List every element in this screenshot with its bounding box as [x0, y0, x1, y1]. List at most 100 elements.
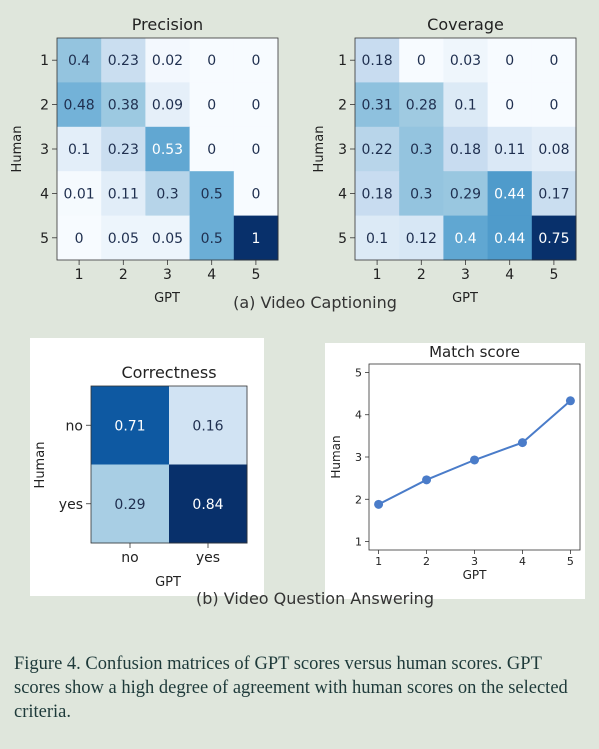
y-tick-label: 2: [40, 98, 49, 114]
x-axis-label: GPT: [155, 575, 181, 590]
cell-value-label: 0.1: [454, 98, 476, 114]
x-tick-label: no: [121, 550, 138, 566]
heatmap-cell: [443, 126, 489, 172]
heatmap-cell: [233, 215, 279, 261]
y-axis-label: Human: [33, 442, 48, 489]
heatmap-cell: [355, 126, 400, 172]
heatmap-cell: [399, 215, 444, 261]
heatmap-cell: [355, 171, 400, 217]
cell-value-label: 0: [549, 53, 558, 69]
heatmap-cell: [355, 38, 400, 83]
cell-value-label: 0.03: [450, 53, 481, 69]
cell-value-label: 1: [251, 231, 260, 247]
data-point: [517, 438, 527, 448]
heatmap-cell: [531, 126, 577, 172]
chart-title: Correctness: [121, 363, 216, 382]
y-tick-label: no: [66, 418, 83, 434]
y-axis-label: Human: [312, 126, 327, 173]
heatmap-cell: [145, 38, 191, 83]
heatmap-cell: [91, 386, 170, 465]
cell-value-label: 0.3: [410, 142, 432, 158]
heatmap-cell: [233, 38, 279, 83]
y-tick-label: 3: [40, 142, 49, 158]
cell-value-label: 0.4: [454, 231, 476, 247]
x-tick-label: yes: [196, 550, 220, 566]
cell-value-label: 0.44: [494, 186, 525, 202]
y-tick-label: 1: [355, 536, 362, 549]
cell-value-label: 0: [207, 142, 216, 158]
x-tick-label: 4: [505, 267, 514, 283]
cell-value-label: 0.48: [64, 98, 95, 114]
cell-value-label: 0.84: [192, 497, 223, 513]
cell-value-label: 0.18: [362, 53, 393, 69]
heatmap-cell: [57, 82, 102, 128]
heatmap-cell: [531, 82, 577, 128]
heatmap-cell: [531, 215, 577, 261]
chart-title: Coverage: [427, 15, 504, 34]
y-tick-label: 1: [40, 53, 49, 69]
y-tick-label: 2: [355, 493, 362, 506]
heatmap-cell: [57, 38, 102, 83]
cell-value-label: 0.05: [152, 231, 183, 247]
x-axis-label: GPT: [452, 291, 478, 306]
heatmap-cell: [487, 126, 533, 172]
cell-value-label: 0.23: [108, 142, 139, 158]
heatmap-cell: [101, 82, 146, 128]
heatmap-cell: [91, 464, 170, 544]
cell-value-label: 0: [251, 142, 260, 158]
cell-value-label: 0: [207, 53, 216, 69]
heatmap-cell: [169, 464, 248, 544]
y-tick-label: 3: [338, 142, 347, 158]
y-tick-label: 4: [338, 186, 347, 202]
x-tick-label: 3: [461, 267, 470, 283]
heatmap-cell: [57, 215, 102, 261]
heatmap-cell: [487, 215, 533, 261]
heatmap-cell: [487, 38, 533, 83]
y-tick-label: yes: [59, 497, 83, 513]
chart-title: Precision: [132, 15, 203, 34]
cell-value-label: 0.11: [494, 142, 525, 158]
y-tick-label: 3: [355, 451, 362, 464]
x-axis-label: GPT: [463, 568, 488, 582]
y-tick-label: 1: [338, 53, 347, 69]
plot-frame: [90, 385, 248, 544]
x-tick-label: 2: [417, 267, 426, 283]
y-tick-label: 2: [338, 98, 347, 114]
figure-caption: Figure 4. Confusion matrices of GPT scor…: [14, 654, 568, 722]
data-point: [374, 499, 384, 509]
x-tick-label: 3: [163, 267, 172, 283]
heatmap-cell: [233, 126, 279, 172]
heatmap-cell: [443, 171, 489, 217]
cell-value-label: 0.05: [108, 231, 139, 247]
y-tick-label: 5: [40, 231, 49, 247]
x-tick-label: 4: [207, 267, 216, 283]
heatmap-cell: [399, 126, 444, 172]
y-tick-label: 5: [338, 231, 347, 247]
cell-value-label: 0.3: [410, 186, 432, 202]
heatmap-cell: [101, 126, 146, 172]
x-tick-label: 1: [373, 267, 382, 283]
cell-value-label: 0.1: [68, 142, 90, 158]
data-point: [565, 396, 575, 406]
heatmap-cell: [233, 82, 279, 128]
heatmap-cell: [189, 171, 235, 217]
heatmap-cell: [145, 126, 191, 172]
x-tick-label: 5: [567, 555, 574, 568]
chart-title: Match score: [429, 343, 520, 361]
cell-value-label: 0.22: [362, 142, 393, 158]
y-tick-label: 4: [40, 186, 49, 202]
cell-value-label: 0.44: [494, 231, 525, 247]
heatmap-cell: [189, 126, 235, 172]
cell-value-label: 0.5: [201, 231, 223, 247]
cell-value-label: 0.17: [538, 186, 569, 202]
data-point: [422, 475, 432, 485]
cell-value-label: 0.75: [538, 231, 569, 247]
cell-value-label: 0.53: [152, 142, 183, 158]
x-tick-label: 4: [519, 555, 526, 568]
cell-value-label: 0: [251, 186, 260, 202]
cell-value-label: 0: [417, 53, 426, 69]
heatmap-cell: [101, 215, 146, 261]
heatmap-cell: [355, 82, 400, 128]
cell-value-label: 0.16: [192, 418, 223, 434]
